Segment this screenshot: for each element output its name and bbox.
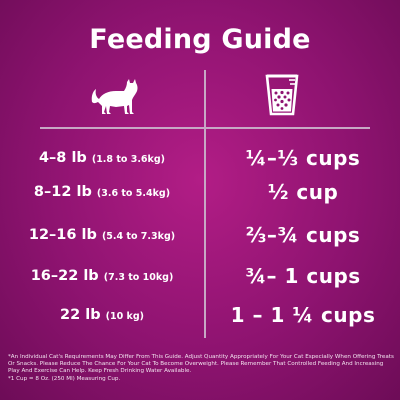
feeding-amount: ¾– 1 cups [245,264,361,288]
cat-icon [91,79,138,114]
feeding-row: 8–12 lb (3.6 to 5.4kg) ½ cup [0,177,400,207]
weight-range: 12–16 lb (5.4 to 7.3kg) [28,227,176,243]
feeding-row: 12–16 lb (5.4 to 7.3kg) ⅔–¾ cups [0,220,400,250]
weight-kg: (1.8 to 3.6kg) [91,154,166,165]
footnote: *An Individual Cat's Requirements May Di… [8,354,394,383]
feeding-amount: 1 – 1 ¼ cups [230,303,376,327]
feeding-amount: ¼–⅓ cups [245,146,361,170]
feeding-row: 22 lb (10 kg) 1 – 1 ¼ cups [0,300,400,330]
measuring-cup-icon [265,74,299,116]
weight-kg: (3.6 to 5.4kg) [96,188,171,199]
feeding-row: 16–22 lb (7.3 to 10kg) ¾– 1 cups [0,261,400,291]
weight-range: 16–22 lb (7.3 to 10kg) [30,268,174,284]
vertical-divider [204,70,206,338]
weight-kg: (7.3 to 10kg) [103,272,174,283]
page-title: Feeding Guide [89,24,311,55]
weight-range: 4–8 lb (1.8 to 3.6kg) [38,150,166,166]
weight-range: 8–12 lb (3.6 to 5.4kg) [33,184,171,200]
feeding-row: 4–8 lb (1.8 to 3.6kg) ¼–⅓ cups [0,143,400,173]
weight-kg: (10 kg) [105,311,144,322]
weight-kg: (5.4 to 7.3kg) [101,231,176,242]
horizontal-divider [40,127,370,129]
footnote-cup-measure: *1 Cup = 8 Oz. (250 Ml) Measuring Cup. [8,375,121,382]
weight-range: 22 lb (10 kg) [60,307,144,323]
feeding-amount: ⅔–¾ cups [245,223,361,247]
feeding-amount: ½ cup [267,180,339,204]
footnote-disclaimer: *An Individual Cat's Requirements May Di… [8,354,394,375]
